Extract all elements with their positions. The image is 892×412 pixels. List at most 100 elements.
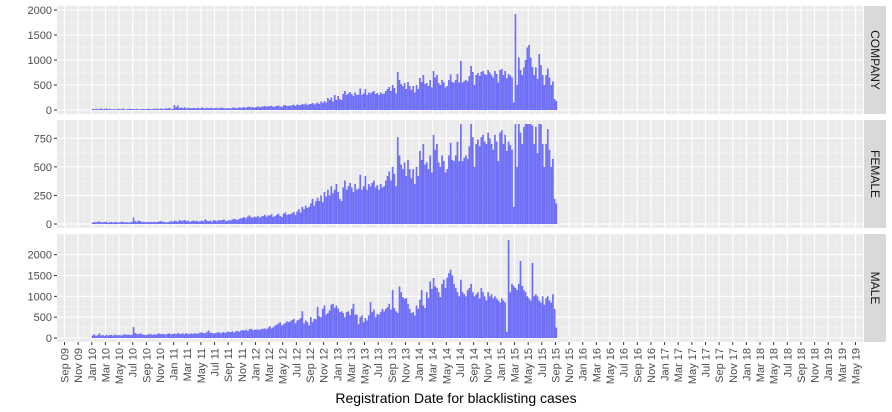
bar: [233, 107, 235, 110]
bar: [170, 221, 172, 224]
bar: [212, 333, 215, 338]
bar: [407, 303, 409, 338]
bar: [437, 162, 440, 224]
bar: [422, 75, 425, 110]
bar: [354, 314, 357, 338]
bar: [327, 98, 329, 110]
bar: [205, 220, 208, 224]
bar: [313, 104, 316, 110]
bar: [422, 305, 425, 338]
bar: [274, 216, 276, 224]
bar: [516, 290, 518, 338]
bar: [102, 335, 104, 338]
x-tick-label: Nov 16: [646, 348, 658, 383]
bar: [175, 221, 178, 224]
bar: [437, 83, 440, 110]
bar-series: [91, 124, 558, 224]
bar: [197, 107, 200, 110]
bar: [495, 74, 498, 110]
bar: [425, 162, 428, 224]
bar: [393, 173, 396, 224]
bar: [243, 217, 246, 224]
bar: [517, 57, 520, 110]
bar: [149, 333, 152, 338]
bar: [552, 294, 554, 338]
bar: [328, 100, 331, 110]
bar: [420, 160, 423, 224]
x-tick-label: Nov 10: [155, 348, 167, 383]
bar: [199, 221, 201, 224]
bar: [337, 192, 339, 224]
bar: [555, 327, 558, 338]
bar: [142, 109, 145, 110]
bar: [350, 187, 353, 224]
bar: [303, 209, 305, 224]
bar: [98, 333, 101, 338]
bar: [134, 221, 137, 224]
bar: [388, 303, 391, 338]
bar: [371, 182, 374, 224]
bar: [321, 202, 324, 224]
bar: [362, 93, 365, 110]
bar: [221, 332, 224, 338]
bar: [303, 104, 305, 110]
bar: [536, 79, 539, 110]
bar: [427, 298, 430, 338]
bar: [267, 106, 270, 110]
bar: [540, 124, 542, 224]
bar: [320, 195, 322, 224]
bar: [108, 108, 111, 110]
bar: [519, 70, 522, 110]
bar: [188, 333, 191, 338]
bar: [291, 320, 293, 338]
bar: [442, 161, 445, 224]
bar: [166, 333, 169, 338]
bar: [270, 105, 273, 110]
bar: [417, 308, 420, 338]
bar: [182, 333, 184, 338]
bar: [335, 305, 338, 338]
bar: [333, 308, 336, 338]
x-tick-label: Mar 10: [100, 348, 112, 382]
bar: [130, 334, 133, 338]
bar: [388, 87, 391, 110]
x-tick-label: Sep 18: [796, 348, 808, 383]
bar: [284, 212, 287, 224]
bar: [427, 86, 430, 110]
bar: [159, 108, 162, 110]
bar: [246, 330, 249, 338]
bar: [177, 333, 179, 338]
bar: [413, 92, 416, 110]
bar: [449, 142, 452, 224]
bar: [141, 109, 143, 110]
x-tick-label: Mar 12: [264, 348, 276, 382]
bar: [342, 94, 345, 110]
bar: [197, 333, 200, 338]
bar: [444, 288, 447, 338]
bar: [228, 108, 230, 110]
bar: [279, 322, 282, 338]
bar: [483, 296, 486, 338]
bar: [112, 335, 114, 338]
y-tick-label: 1500: [28, 271, 52, 283]
bar: [536, 296, 539, 338]
bar: [185, 108, 188, 110]
bar: [214, 333, 217, 338]
bar: [91, 222, 94, 224]
bar: [148, 222, 150, 224]
bar: [494, 296, 496, 338]
bar: [241, 107, 244, 110]
x-tick-label: May 12: [278, 348, 290, 384]
bar: [165, 334, 167, 338]
bar: [183, 107, 186, 110]
y-tick-label: 500: [34, 162, 52, 174]
x-tick-label: Jan 13: [332, 348, 344, 381]
bar: [124, 222, 126, 224]
bar: [274, 325, 276, 338]
bar: [497, 82, 500, 110]
x-tick-label: Nov 17: [728, 348, 740, 383]
bar: [499, 302, 501, 338]
bar: [410, 90, 413, 110]
bar: [356, 95, 358, 110]
bar: [281, 325, 283, 338]
